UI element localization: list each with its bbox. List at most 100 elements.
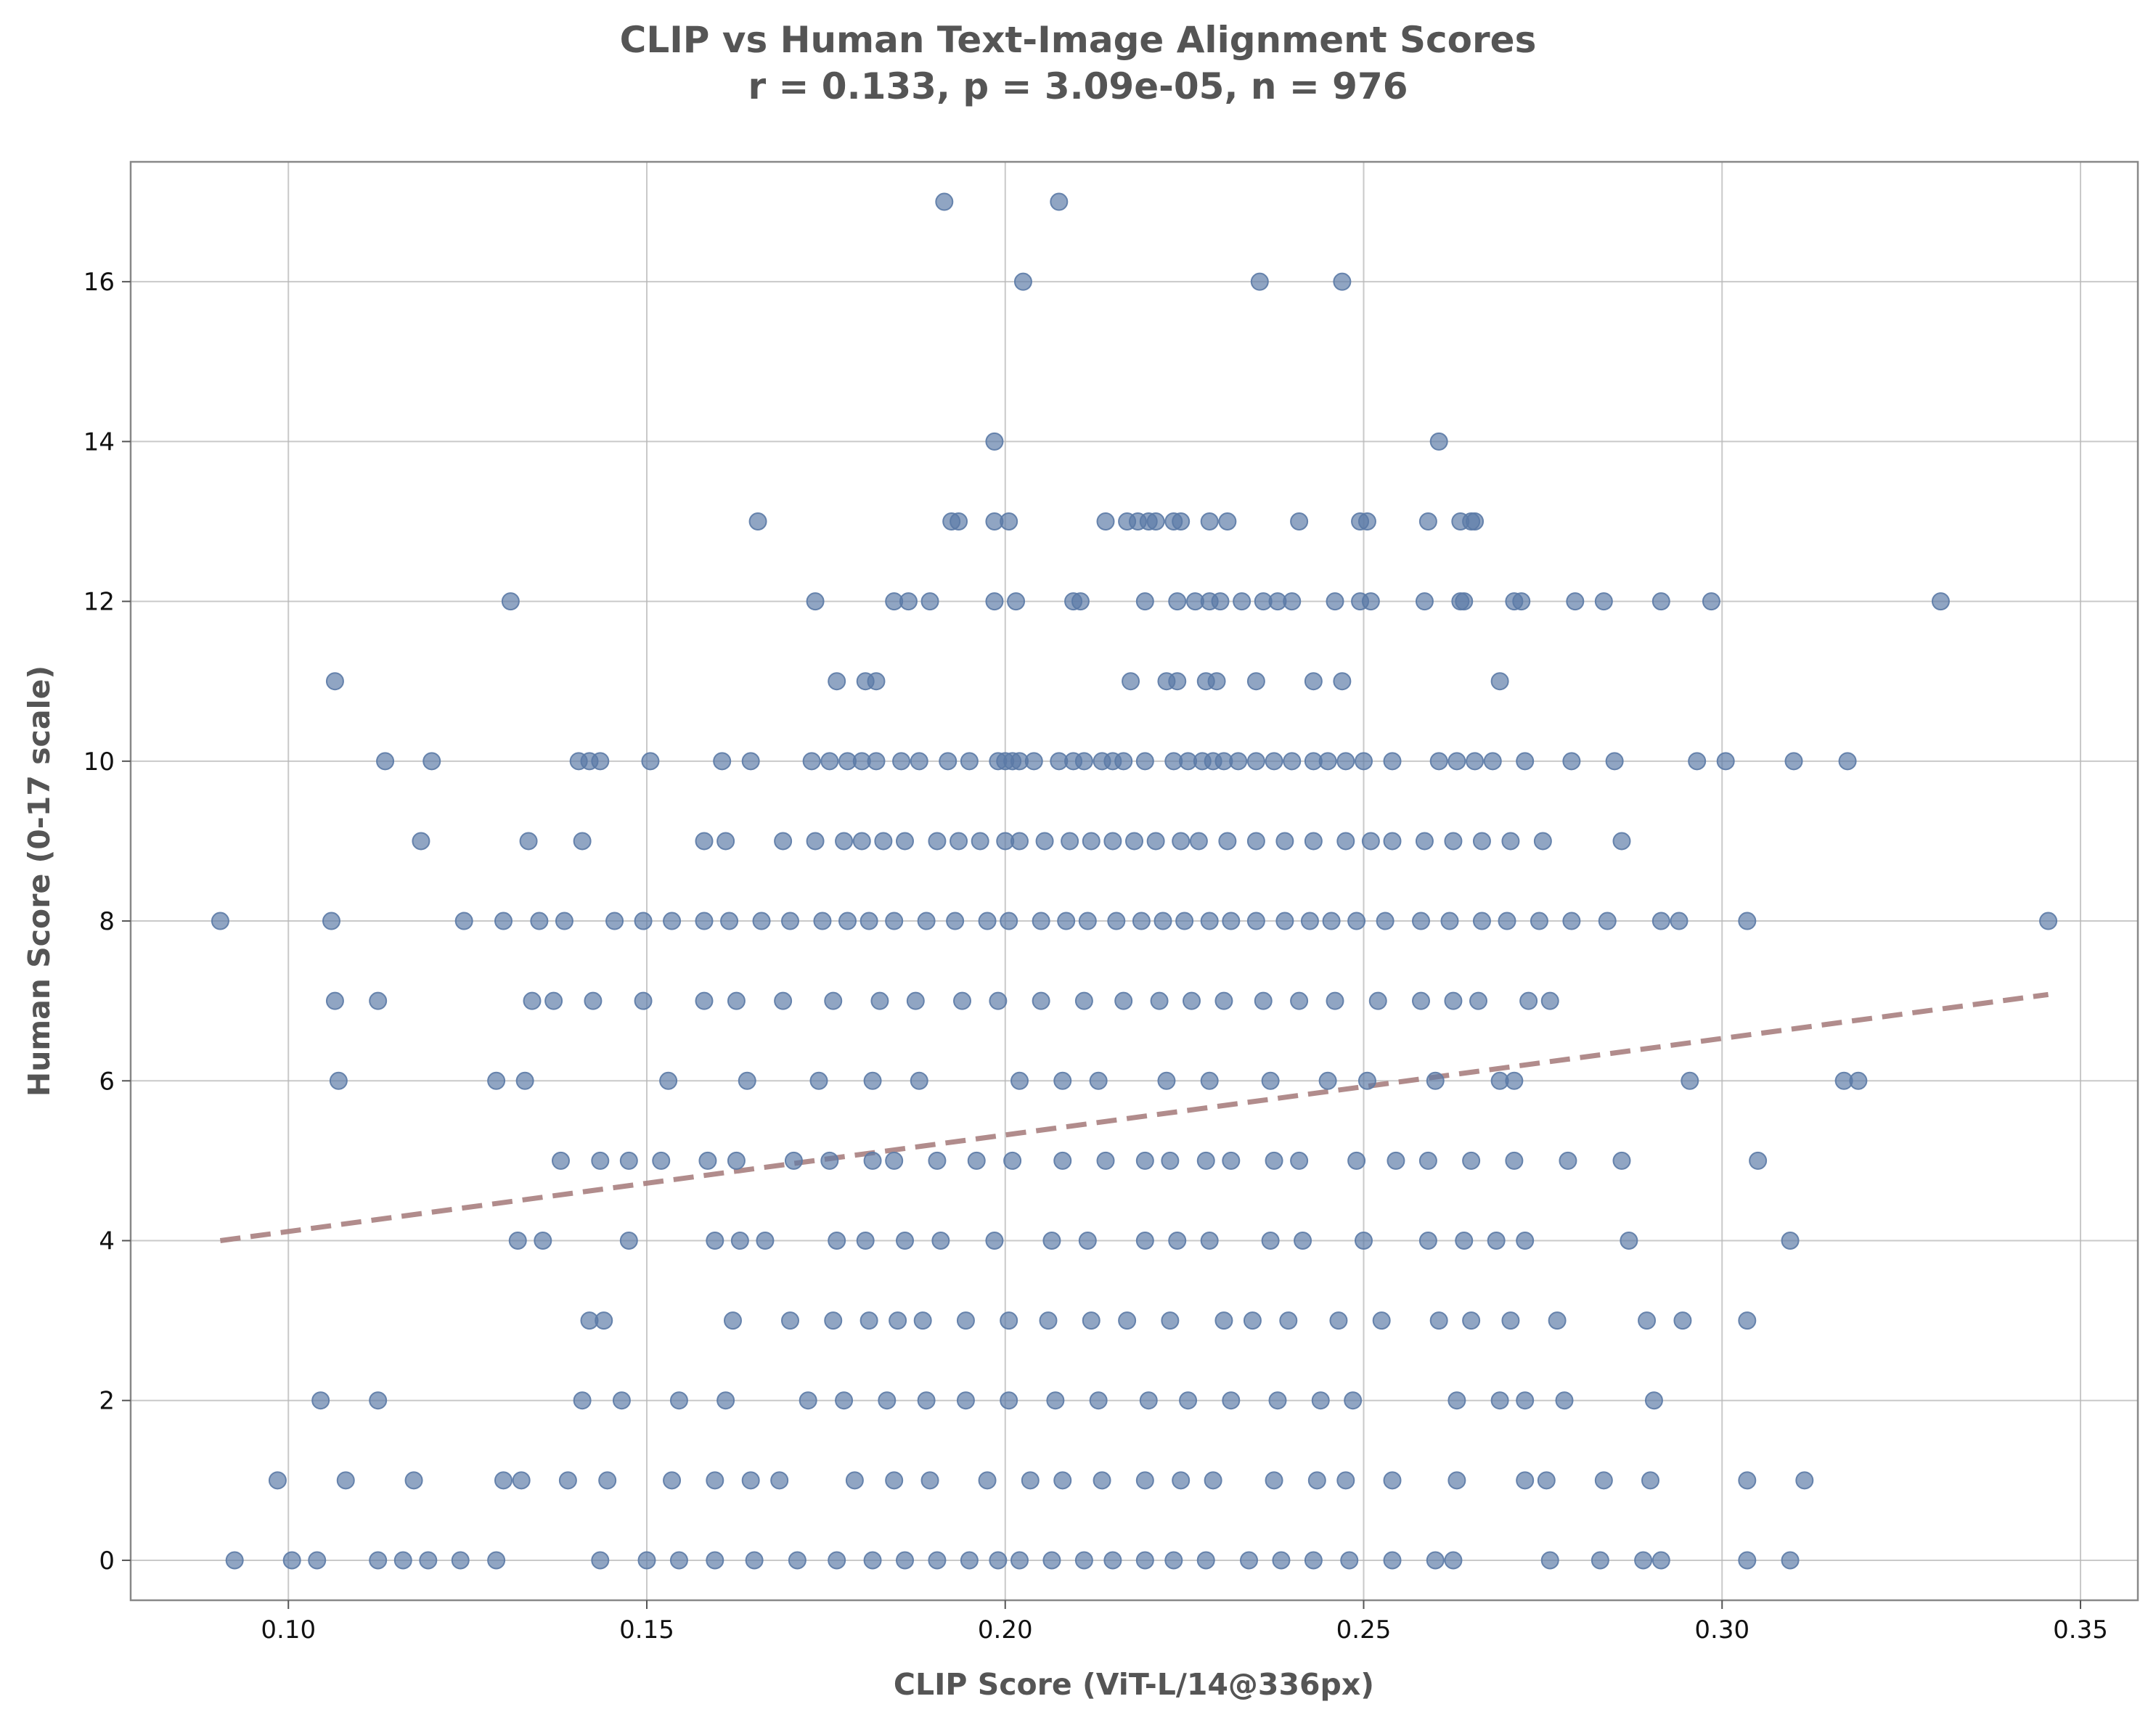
data-point bbox=[530, 912, 549, 930]
data-point bbox=[1483, 752, 1502, 771]
data-point bbox=[727, 991, 746, 1010]
data-point bbox=[534, 1232, 552, 1250]
data-point bbox=[1000, 1311, 1018, 1330]
data-point bbox=[584, 991, 603, 1010]
y-tick-label: 14 bbox=[83, 427, 115, 456]
data-point bbox=[422, 752, 441, 771]
data-points bbox=[211, 192, 2058, 1570]
data-point bbox=[1591, 1551, 1609, 1570]
data-point bbox=[1612, 1151, 1631, 1170]
data-point bbox=[1357, 1071, 1376, 1090]
x-tick-label: 0.35 bbox=[2053, 1615, 2108, 1645]
data-point bbox=[1114, 991, 1133, 1010]
data-point bbox=[1634, 1551, 1653, 1570]
data-point bbox=[774, 991, 793, 1010]
data-point bbox=[885, 1471, 904, 1490]
data-point bbox=[1670, 912, 1689, 930]
data-point bbox=[669, 1391, 688, 1410]
data-point bbox=[1444, 1551, 1463, 1570]
data-point bbox=[724, 1311, 742, 1330]
data-point bbox=[1013, 272, 1032, 291]
y-tick-label: 6 bbox=[99, 1067, 115, 1096]
data-point bbox=[1164, 1551, 1183, 1570]
data-point bbox=[659, 1071, 678, 1090]
data-point bbox=[1505, 1071, 1524, 1090]
data-point bbox=[1246, 672, 1265, 691]
data-point bbox=[1344, 1391, 1363, 1410]
data-point bbox=[1412, 991, 1430, 1010]
data-point bbox=[1469, 991, 1487, 1010]
data-point bbox=[1594, 592, 1613, 611]
data-point bbox=[1172, 1471, 1191, 1490]
data-point bbox=[1003, 1151, 1022, 1170]
data-point bbox=[1336, 1471, 1355, 1490]
data-point bbox=[1074, 1551, 1093, 1570]
data-point bbox=[885, 1151, 904, 1170]
data-point bbox=[838, 912, 857, 930]
data-point bbox=[1168, 1232, 1187, 1250]
data-point bbox=[720, 912, 739, 930]
data-point bbox=[1418, 512, 1437, 531]
data-point bbox=[1010, 832, 1029, 851]
data-point bbox=[1261, 1232, 1280, 1250]
data-point bbox=[1784, 752, 1803, 771]
data-point bbox=[913, 1311, 932, 1330]
data-point bbox=[641, 752, 660, 771]
data-point bbox=[1426, 1551, 1445, 1570]
data-point bbox=[906, 991, 925, 1010]
data-point bbox=[663, 912, 682, 930]
data-point bbox=[1211, 592, 1230, 611]
data-point bbox=[1042, 1232, 1061, 1250]
data-point bbox=[1010, 1551, 1029, 1570]
data-point bbox=[1333, 272, 1352, 291]
data-point bbox=[896, 1232, 914, 1250]
data-point bbox=[1418, 1232, 1437, 1250]
data-point bbox=[939, 752, 957, 771]
data-point bbox=[1318, 1071, 1337, 1090]
data-point bbox=[1651, 1551, 1670, 1570]
data-point bbox=[1146, 512, 1165, 531]
data-point bbox=[1290, 1151, 1309, 1170]
data-point bbox=[1383, 832, 1402, 851]
data-point bbox=[1157, 1071, 1176, 1090]
data-point bbox=[619, 1232, 638, 1250]
data-point bbox=[1222, 912, 1241, 930]
data-point bbox=[1204, 1471, 1222, 1490]
data-point bbox=[1103, 832, 1122, 851]
data-point bbox=[1246, 832, 1265, 851]
data-point bbox=[863, 1551, 882, 1570]
data-point bbox=[1078, 1232, 1097, 1250]
data-point bbox=[1050, 192, 1069, 211]
data-point bbox=[950, 832, 968, 851]
data-point bbox=[325, 672, 344, 691]
data-point bbox=[369, 991, 388, 1010]
data-point bbox=[1118, 1311, 1137, 1330]
data-point bbox=[950, 512, 968, 531]
data-point bbox=[956, 1391, 975, 1410]
data-point bbox=[917, 1391, 936, 1410]
data-point bbox=[1738, 1471, 1757, 1490]
data-point bbox=[1372, 1311, 1391, 1330]
data-point bbox=[1462, 1311, 1481, 1330]
data-point bbox=[1466, 752, 1485, 771]
data-point bbox=[727, 1151, 746, 1170]
data-point bbox=[494, 912, 513, 930]
data-point bbox=[612, 1391, 631, 1410]
x-tick-label: 0.30 bbox=[1694, 1615, 1749, 1645]
data-point bbox=[1039, 1311, 1058, 1330]
data-point bbox=[859, 912, 878, 930]
data-point bbox=[1838, 752, 1857, 771]
data-point bbox=[824, 991, 843, 1010]
chart-title: CLIP vs Human Text-Image Alignment Score… bbox=[620, 19, 1537, 61]
data-point bbox=[1516, 1232, 1535, 1250]
data-point bbox=[1498, 912, 1516, 930]
data-point bbox=[1329, 1311, 1348, 1330]
data-point bbox=[1447, 1391, 1466, 1410]
data-point bbox=[738, 1071, 756, 1090]
data-point bbox=[1122, 672, 1140, 691]
data-point bbox=[1347, 912, 1366, 930]
data-point bbox=[1135, 752, 1154, 771]
data-point bbox=[1189, 832, 1208, 851]
data-point bbox=[1125, 832, 1143, 851]
